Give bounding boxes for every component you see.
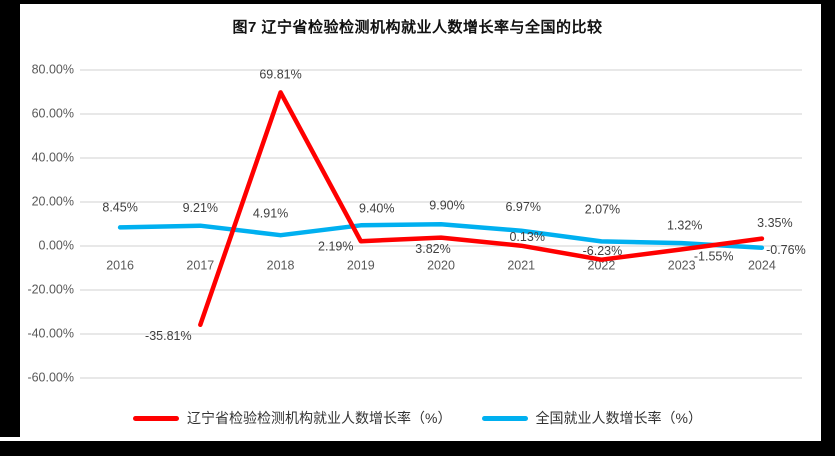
scan-border-top (0, 0, 835, 4)
data-point-label: 0.13% (509, 230, 544, 244)
y-axis-tick-label: -40.00% (27, 326, 74, 340)
y-axis-tick-label: 60.00% (32, 106, 74, 120)
data-point-label: -35.81% (145, 329, 192, 343)
data-point-label: -0.76% (766, 243, 806, 257)
chart-legend: 辽宁省检验检测机构就业人数增长率（%） 全国就业人数增长率（%） (0, 406, 835, 430)
data-point-label: 4.91% (253, 206, 288, 220)
x-axis-category-label: 2023 (668, 258, 696, 272)
data-point-label: 9.21% (183, 201, 218, 215)
y-axis-tick-label: 0.00% (39, 238, 74, 252)
legend-label-national: 全国就业人数增长率（%） (535, 410, 702, 426)
x-axis-category-label: 2021 (507, 258, 535, 272)
chart-title: 图7 辽宁省检验检测机构就业人数增长率与全国的比较 (232, 19, 603, 36)
data-point-label: 2.07% (585, 203, 620, 217)
y-axis-tick-label: 20.00% (32, 194, 74, 208)
legend-item-national: 全国就业人数增长率（%） (481, 408, 702, 428)
data-point-label: 9.90% (429, 199, 464, 213)
liaoning-series-line-swatch (133, 415, 180, 421)
x-axis-category-label: 2017 (186, 258, 214, 272)
series-line (198, 90, 765, 328)
y-axis-tick-label: 40.00% (32, 150, 74, 164)
y-axis-tick-label: 80.00% (32, 62, 74, 76)
data-point-label: 69.81% (259, 68, 301, 82)
data-point-label: 8.45% (102, 201, 137, 215)
x-axis-category-label: 2024 (748, 258, 776, 272)
data-point-label: -1.55% (694, 250, 734, 264)
x-axis-category-label: 2020 (427, 258, 455, 272)
data-point-label: -6.23% (583, 244, 623, 258)
x-axis-category-label: 2019 (347, 258, 375, 272)
scan-border-right (821, 0, 835, 456)
y-axis-tick-label: -60.00% (27, 370, 74, 384)
data-point-label: 3.35% (757, 216, 792, 230)
data-point-label: 9.40% (359, 202, 394, 216)
scan-border-left (0, 0, 20, 437)
x-axis-category-label: 2022 (588, 258, 616, 272)
data-point-label: 2.19% (318, 239, 353, 253)
scan-border-bottom (0, 441, 835, 456)
legend-item-liaoning: 辽宁省检验检测机构就业人数增长率（%） (133, 408, 452, 428)
data-point-label: 6.97% (505, 200, 540, 214)
data-point-label: 1.32% (667, 218, 702, 232)
x-axis-category-label: 2016 (106, 258, 134, 272)
series-line (117, 221, 765, 250)
legend-label-liaoning: 辽宁省检验检测机构就业人数增长率（%） (187, 410, 452, 426)
y-axis-tick-label: -20.00% (27, 282, 74, 296)
x-axis-category-label: 2018 (267, 258, 295, 272)
data-point-label: 3.82% (415, 242, 450, 256)
national-series-line-swatch (481, 415, 528, 421)
